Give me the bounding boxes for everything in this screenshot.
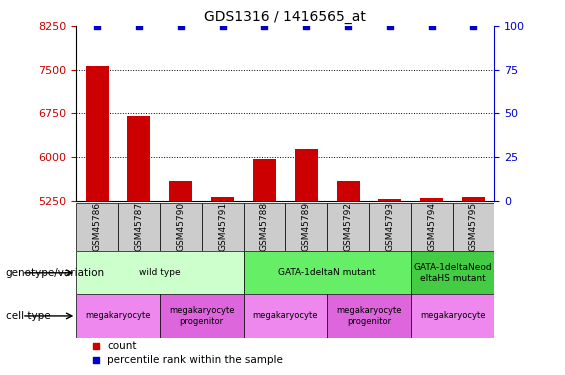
Point <box>92 357 101 363</box>
Bar <box>369 202 411 251</box>
Bar <box>462 197 485 201</box>
Text: genotype/variation: genotype/variation <box>6 268 105 278</box>
Bar <box>211 197 234 201</box>
Title: GDS1316 / 1416565_at: GDS1316 / 1416565_at <box>205 10 366 24</box>
Bar <box>411 202 453 251</box>
Bar <box>118 202 160 251</box>
Point <box>469 23 478 29</box>
Bar <box>295 150 318 201</box>
Point <box>260 23 269 29</box>
Text: wild type: wild type <box>139 268 181 278</box>
Point <box>385 23 394 29</box>
Text: GATA-1deltaNeod
eltaHS mutant: GATA-1deltaNeod eltaHS mutant <box>413 263 492 282</box>
Bar <box>76 251 244 294</box>
Bar <box>327 294 411 338</box>
Bar <box>128 116 150 201</box>
Text: count: count <box>107 341 137 351</box>
Text: GSM45786: GSM45786 <box>93 202 102 251</box>
Bar <box>244 294 327 338</box>
Bar <box>411 294 494 338</box>
Bar <box>285 202 327 251</box>
Bar <box>379 200 401 201</box>
Text: percentile rank within the sample: percentile rank within the sample <box>107 356 283 366</box>
Text: GSM45793: GSM45793 <box>385 202 394 251</box>
Bar <box>76 202 118 251</box>
Bar <box>160 202 202 251</box>
Bar <box>170 182 192 201</box>
Text: megakaryocyte: megakaryocyte <box>420 311 485 320</box>
Point <box>218 23 227 29</box>
Bar <box>453 202 494 251</box>
Bar <box>420 198 443 201</box>
Bar <box>244 202 285 251</box>
Point <box>302 23 311 29</box>
Text: GSM45792: GSM45792 <box>344 202 353 251</box>
Point <box>92 344 101 350</box>
Text: megakaryocyte
progenitor: megakaryocyte progenitor <box>169 306 234 326</box>
Text: GSM45787: GSM45787 <box>134 202 144 251</box>
Point <box>134 23 144 29</box>
Text: GSM45795: GSM45795 <box>469 202 478 251</box>
Bar <box>411 251 494 294</box>
Bar <box>86 66 108 201</box>
Bar <box>253 159 276 201</box>
Text: megakaryocyte: megakaryocyte <box>253 311 318 320</box>
Text: GSM45794: GSM45794 <box>427 202 436 251</box>
Text: GATA-1deltaN mutant: GATA-1deltaN mutant <box>279 268 376 278</box>
Bar <box>244 251 411 294</box>
Point <box>93 23 102 29</box>
Bar <box>202 202 244 251</box>
Bar <box>337 182 359 201</box>
Bar <box>327 202 369 251</box>
Bar <box>76 294 160 338</box>
Point <box>427 23 436 29</box>
Text: megakaryocyte: megakaryocyte <box>85 311 151 320</box>
Text: GSM45789: GSM45789 <box>302 202 311 251</box>
Bar <box>160 294 244 338</box>
Point <box>344 23 353 29</box>
Text: cell type: cell type <box>6 311 50 321</box>
Text: GSM45790: GSM45790 <box>176 202 185 251</box>
Text: megakaryocyte
progenitor: megakaryocyte progenitor <box>336 306 402 326</box>
Text: GSM45791: GSM45791 <box>218 202 227 251</box>
Point <box>176 23 185 29</box>
Text: GSM45788: GSM45788 <box>260 202 269 251</box>
